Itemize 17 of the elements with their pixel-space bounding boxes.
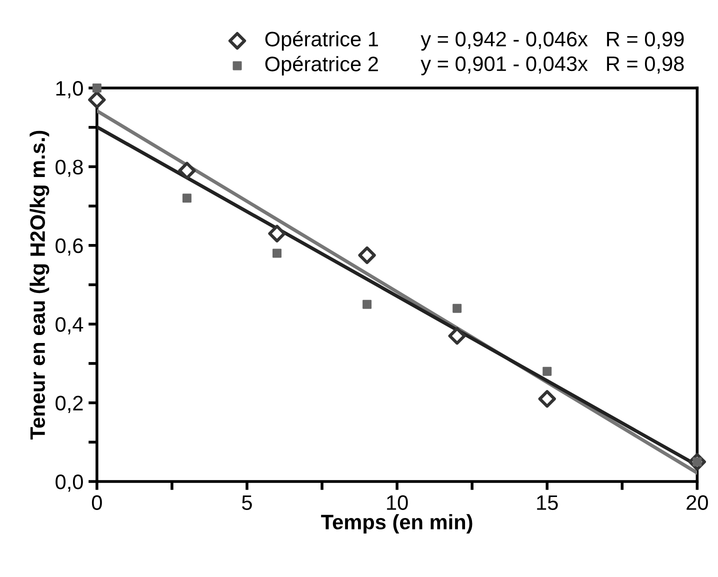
y-tick-label: 0,8 [56,160,83,177]
text: y = 0,901 - 0,043x R = 0,98 [420,56,684,76]
y-tick-label: 0,4 [56,317,84,334]
x-tick-label: 15 [537,495,558,510]
x-tick-label: 0 [92,495,102,510]
x-axis-title: Temps (en min) [321,514,472,534]
x-tick-label: 5 [242,495,252,510]
text: y = 0,942 - 0,046x R = 0,99 [420,32,684,51]
y-tick-label: 0,0 [56,474,83,492]
legend-label: Opératrice 1 [265,30,378,51]
x-tick-label: 10 [387,495,408,510]
y-tick-label: 0,2 [56,396,83,414]
y-tick-label: 1,0 [56,80,83,98]
legend-label: Opératrice 2 [265,56,378,76]
y-tick-label: 0,6 [56,238,83,256]
y-axis-title: Teneur en eau (kg H2O/kg m.s.) [30,130,50,440]
x-tick-label: 20 [686,495,708,510]
